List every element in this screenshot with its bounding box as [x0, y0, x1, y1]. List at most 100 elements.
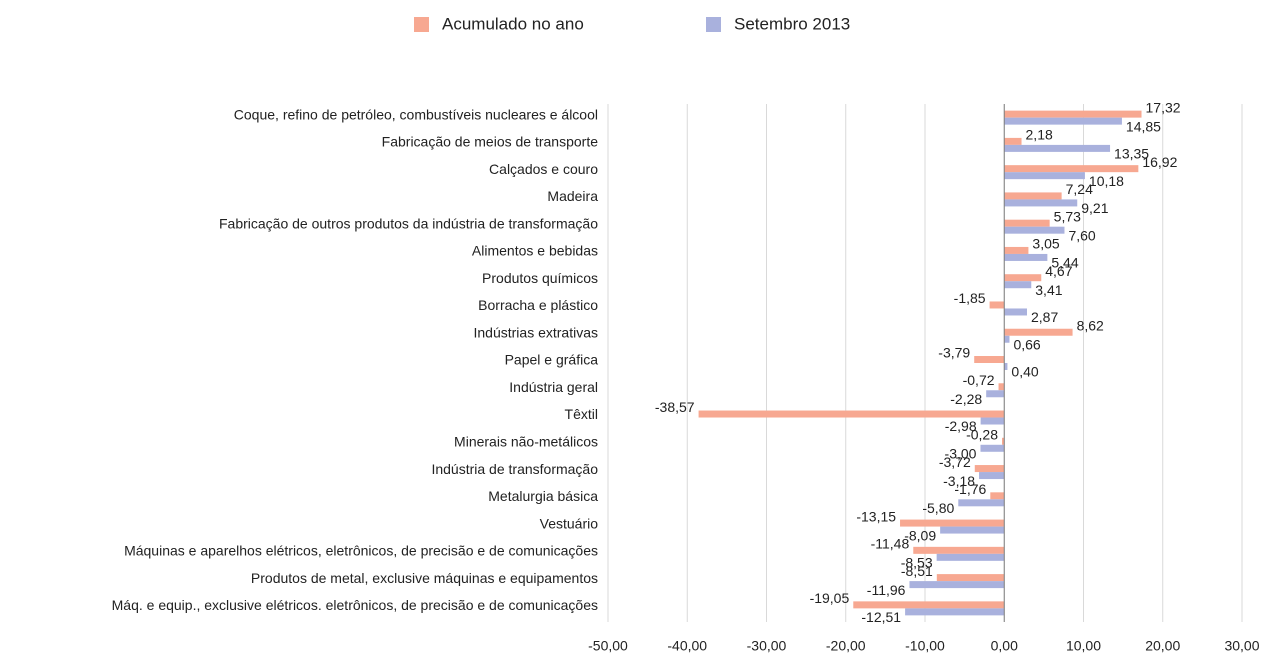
value-label: -2,28	[950, 391, 982, 407]
category-label: Fabricação de outros produtos da indústr…	[219, 215, 598, 231]
category-label: Calçados e couro	[489, 161, 598, 177]
bar	[986, 390, 1005, 398]
bar	[698, 410, 1005, 418]
value-label: 0,40	[1011, 364, 1038, 380]
bar	[1004, 328, 1073, 336]
bar	[909, 581, 1005, 589]
category-label: Papel e gráfica	[505, 352, 599, 368]
value-label: -1,85	[954, 290, 986, 306]
value-label: 7,60	[1068, 227, 1095, 243]
bar	[980, 444, 1005, 452]
value-label: 0,66	[1013, 336, 1040, 352]
value-label: 2,18	[1026, 127, 1053, 143]
value-label: 13,35	[1114, 146, 1149, 162]
value-label: 2,87	[1031, 309, 1058, 325]
bar	[1004, 192, 1062, 200]
bar	[936, 574, 1005, 582]
bar	[1004, 226, 1065, 234]
category-label: Borracha e plástico	[478, 297, 598, 313]
x-tick-label: 10,00	[1066, 638, 1101, 654]
bar	[1004, 253, 1048, 261]
bar	[974, 465, 1005, 473]
value-label: -8,53	[901, 555, 933, 571]
bar	[1004, 274, 1042, 282]
bar	[1004, 335, 1010, 343]
category-label: Fabricação de meios de transporte	[382, 134, 599, 150]
bar	[1004, 219, 1050, 227]
category-label: Produtos de metal, exclusive máquinas e …	[251, 570, 598, 586]
x-tick-label: -50,00	[588, 638, 628, 654]
bar	[998, 383, 1005, 391]
value-label: -13,15	[856, 508, 896, 524]
bar	[1004, 363, 1008, 370]
value-label: -11,96	[867, 582, 906, 598]
x-tick-label: 20,00	[1145, 638, 1180, 654]
category-label: Máquinas e aparelhos elétricos, eletrôni…	[124, 543, 598, 559]
bar	[936, 553, 1005, 561]
x-tick-label: -30,00	[747, 638, 787, 654]
value-label: -11,48	[871, 536, 910, 552]
category-label: Coque, refino de petróleo, combustíveis …	[234, 106, 598, 122]
bar	[990, 492, 1005, 500]
legend-swatch	[706, 17, 721, 32]
bar	[1004, 144, 1111, 152]
category-label: Indústria geral	[509, 379, 598, 395]
bar	[900, 519, 1005, 527]
value-label: 8,62	[1077, 317, 1104, 333]
value-label: 3,41	[1035, 282, 1062, 298]
bar	[1004, 117, 1122, 125]
value-label: -3,18	[943, 473, 975, 489]
bar	[1002, 437, 1005, 445]
category-label: Madeira	[547, 188, 598, 204]
legend: Acumulado no ano Setembro 2013	[414, 14, 850, 33]
value-label: -3,79	[938, 345, 970, 361]
x-tick-label: 30,00	[1224, 638, 1259, 654]
bar	[853, 601, 1005, 609]
category-label: Metalurgia básica	[488, 488, 598, 504]
bar	[913, 546, 1005, 554]
bar	[989, 301, 1005, 309]
value-label: -2,98	[945, 418, 977, 434]
bar	[940, 526, 1005, 534]
legend-label: Acumulado no ano	[442, 14, 584, 33]
x-tick-label: -40,00	[667, 638, 707, 654]
value-label: -0,28	[966, 426, 998, 442]
value-label: 17,32	[1146, 99, 1181, 115]
value-label: 9,21	[1081, 200, 1108, 216]
category-label: Alimentos e bebidas	[472, 243, 598, 259]
value-label: -19,05	[810, 590, 850, 606]
x-tick-label: -20,00	[826, 638, 866, 654]
category-label: Minerais não-metálicos	[454, 433, 598, 449]
bar	[1004, 137, 1022, 145]
x-tick-label: -10,00	[905, 638, 945, 654]
bar	[1004, 165, 1139, 173]
bar	[1004, 281, 1032, 289]
value-label: -0,72	[963, 372, 995, 388]
value-label: 16,92	[1142, 154, 1177, 170]
legend-label: Setembro 2013	[734, 14, 850, 33]
value-label: 10,18	[1089, 173, 1124, 189]
value-label: -8,51	[901, 563, 933, 579]
bar	[1004, 110, 1142, 118]
value-label: -8,09	[904, 527, 936, 543]
value-label: -38,57	[655, 399, 695, 415]
value-label: -1,76	[954, 481, 986, 497]
bar	[1004, 308, 1027, 316]
bar	[980, 417, 1005, 425]
value-label: -3,00	[945, 445, 977, 461]
bar	[905, 608, 1005, 616]
bar	[958, 499, 1005, 507]
value-label: -12,51	[861, 609, 901, 625]
value-label: 5,44	[1051, 255, 1078, 271]
bar	[1004, 199, 1078, 207]
x-tick-label: 0,00	[991, 638, 1018, 654]
value-label: 7,24	[1066, 181, 1093, 197]
bar	[974, 356, 1005, 363]
category-label: Máq. e equip., exclusive elétricos. elet…	[112, 597, 598, 613]
category-label: Têxtil	[565, 406, 598, 422]
value-label: 4,67	[1045, 263, 1072, 279]
bar	[979, 472, 1005, 480]
category-label: Indústrias extrativas	[474, 324, 599, 340]
value-label: 5,73	[1054, 208, 1081, 224]
